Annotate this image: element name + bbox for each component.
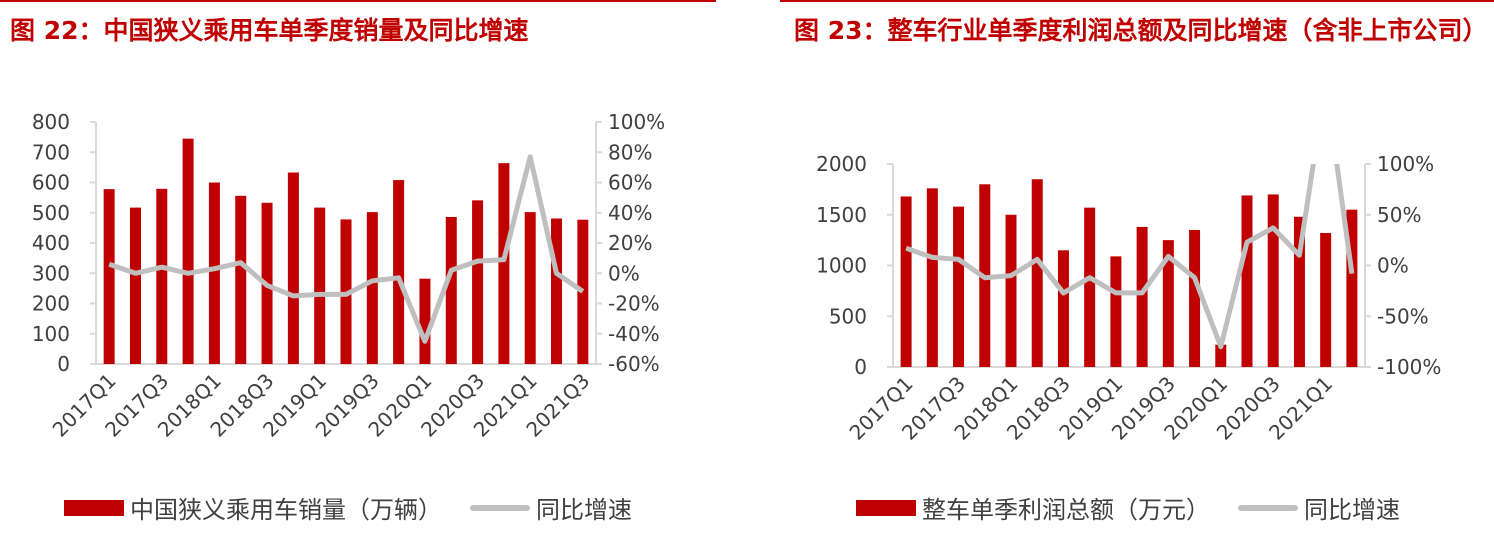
y-right-tick-label: -100% [1377, 355, 1441, 379]
bar [314, 207, 326, 364]
y-right-tick-label: -60% [608, 352, 660, 376]
bar [472, 200, 484, 364]
legend-bar-label: 整车单季利润总额（万元） [922, 496, 1210, 524]
bar [103, 189, 115, 364]
bar [926, 188, 938, 367]
line-series [905, 164, 1355, 350]
legend-line-swatch [470, 504, 530, 511]
y-left-tick-label: 0 [854, 355, 867, 379]
y-left-tick-label: 500 [32, 201, 70, 225]
bar [1136, 226, 1148, 367]
y-left-tick-label: 1000 [816, 254, 867, 278]
y-right-tick-label: 0% [608, 261, 640, 285]
title-rule [780, 0, 1494, 8]
y-left-tick-label: 100 [32, 322, 70, 346]
bar [1110, 256, 1122, 367]
y-left-tick-label: 400 [32, 231, 70, 255]
y-left-tick-label: 500 [829, 304, 867, 328]
y-right-tick-label: 0% [1377, 254, 1409, 278]
y-left-tick-label: 2000 [816, 152, 867, 176]
bar [498, 163, 510, 364]
bar [129, 207, 141, 364]
y-left-tick-label: 1500 [816, 203, 867, 227]
y-right-tick-label: -20% [608, 292, 660, 316]
bar [1084, 207, 1096, 367]
y-right-tick-label: 100% [1377, 152, 1434, 176]
combo-chart-sales: 0 100 200 300 400 500 600 700 800 -60% -40% -20% 0% 2… [32, 110, 665, 442]
bar [1320, 233, 1332, 367]
y-right-tick-label: 20% [608, 231, 652, 255]
legend-line-label: 同比增速 [1304, 496, 1400, 524]
legend-line-label: 同比增速 [536, 496, 632, 524]
bar [1005, 214, 1017, 367]
y-left-tick-label: 700 [32, 140, 70, 164]
bar [900, 196, 912, 367]
y-left-tick-label: 300 [32, 261, 70, 285]
y-left-tick-label: 800 [32, 110, 70, 134]
combo-chart-profit: 0500100015002000-100%-50%0%50%100%2017Q1… [816, 152, 1441, 445]
bar [1057, 250, 1069, 367]
bar [551, 218, 563, 364]
y-right-tick-label: 60% [608, 171, 652, 195]
legend-line-swatch [1238, 504, 1298, 511]
legend-bar-swatch [856, 499, 916, 516]
bar [445, 216, 457, 364]
bar [1267, 194, 1279, 367]
bar [1346, 209, 1358, 367]
bar [1215, 344, 1227, 367]
title-rule [0, 0, 716, 8]
bar [235, 195, 247, 364]
y-right-tick-label: -50% [1377, 304, 1429, 328]
chart-panel-right: 图 23：整车行业单季度利润总额及同比增速（含非上市公司） 0 500 1000 15… [780, 0, 1494, 551]
bar [1241, 195, 1253, 367]
y-left-tick-label: 600 [32, 171, 70, 195]
bar [1189, 229, 1201, 367]
chart-title: 图 22：中国狭义乘用车单季度销量及同比增速 [10, 16, 529, 45]
y-left-tick-label: 200 [32, 292, 70, 316]
legend: 整车单季利润总额（万元） 同比增速 [856, 490, 1400, 525]
bar [366, 212, 378, 364]
chart-panel-left: 图 22：中国狭义乘用车单季度销量及同比增速 0 100 200 300 400 500 6… [0, 0, 716, 551]
bar [208, 182, 220, 364]
bar [1162, 240, 1174, 367]
legend-bar-swatch [64, 499, 124, 516]
legend: 中国狭义乘用车销量（万辆） 同比增速 [64, 490, 632, 525]
y-right-tick-label: 80% [608, 140, 652, 164]
bar [953, 206, 965, 367]
chart-title: 图 23：整车行业单季度利润总额及同比增速（含非上市公司） [794, 16, 1488, 45]
y-left-tick-label: 0 [57, 352, 70, 376]
bar [577, 219, 589, 364]
y-right-tick-label: -40% [608, 322, 660, 346]
line-series [108, 154, 585, 344]
bar [524, 212, 536, 364]
bar [1293, 216, 1305, 367]
bar [1031, 179, 1043, 367]
bar [287, 172, 299, 364]
bar [156, 188, 168, 364]
bar [419, 278, 431, 364]
bar [182, 138, 194, 364]
y-right-tick-label: 40% [608, 201, 652, 225]
legend-bar-label: 中国狭义乘用车销量（万辆） [130, 496, 442, 524]
y-right-tick-label: 50% [1377, 203, 1421, 227]
bar [393, 180, 405, 364]
y-right-tick-label: 100% [608, 110, 665, 134]
